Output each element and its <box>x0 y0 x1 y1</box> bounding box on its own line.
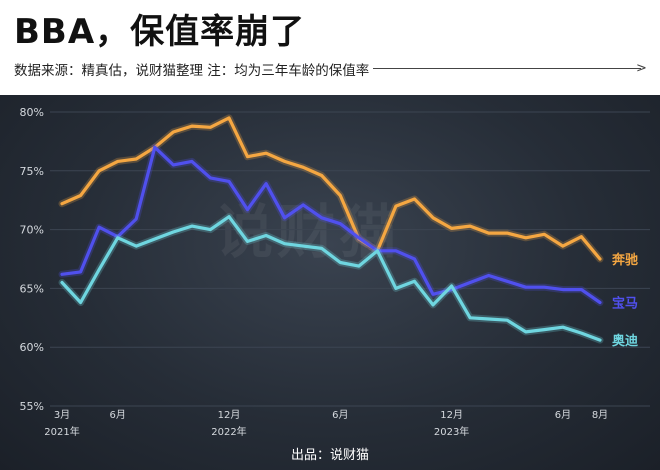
series-line <box>60 145 602 305</box>
data-source-note: 数据来源：精真估，说财猫整理 注：均为三年车龄的保值率 <box>14 63 370 79</box>
x-axis: 3月 2021年 6月 12月 2022年 6月 12月 2023年 6月 8月 <box>44 409 608 438</box>
x-year-label: 2023年 <box>434 425 469 438</box>
y-tick-label: 70% <box>20 224 44 237</box>
y-axis: 55% 60% 65% 70% 75% 80% <box>20 106 44 413</box>
y-tick-label: 80% <box>20 106 44 119</box>
x-tick-label: 12月 <box>218 409 241 421</box>
arrow-line <box>373 68 641 69</box>
chart-panel <box>0 95 660 470</box>
page-title: BBA，保值率崩了 <box>14 12 306 52</box>
series-label: 奔驰 <box>611 252 638 268</box>
x-tick-label: 6月 <box>555 409 571 421</box>
x-tick-label: 6月 <box>109 409 125 421</box>
x-year-label: 2022年 <box>211 425 246 438</box>
x-tick-label: 12月 <box>440 409 463 421</box>
x-year-label: 2021年 <box>44 425 79 438</box>
y-tick-label: 65% <box>20 282 44 295</box>
y-tick-label: 60% <box>20 341 44 354</box>
footer-credit: 出品：说财猫 <box>290 448 369 463</box>
x-tick-label: 3月 <box>54 409 70 421</box>
header: BBA，保值率崩了 数据来源：精真估，说财猫整理 注：均为三年车龄的保值率 > <box>0 0 660 95</box>
y-tick-label: 75% <box>20 165 44 178</box>
series-lines <box>58 114 604 344</box>
x-tick-label: 6月 <box>332 409 348 421</box>
x-tick-label: 8月 <box>592 409 608 421</box>
arrow-right-icon: > <box>636 61 647 76</box>
series-label: 宝马 <box>612 296 638 312</box>
watermark: 说财猫 <box>215 198 402 266</box>
series-line <box>60 116 602 261</box>
series-line <box>60 215 602 342</box>
y-tick-label: 55% <box>20 400 44 413</box>
grid <box>50 111 650 407</box>
series-label: 奥迪 <box>612 333 638 349</box>
